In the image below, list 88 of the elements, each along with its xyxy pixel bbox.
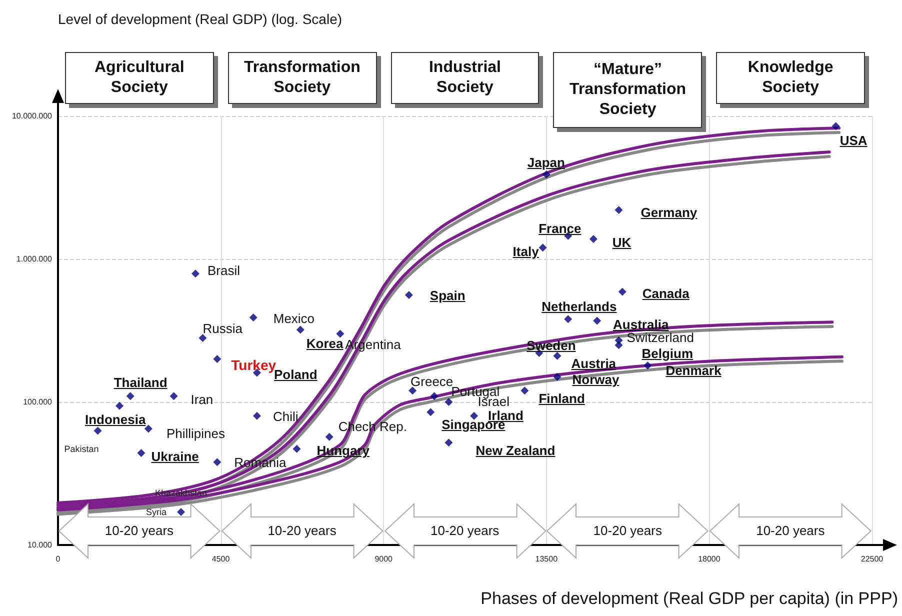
- y-tick-label: 1.000.000: [16, 254, 53, 264]
- point: [520, 386, 529, 395]
- annotation: Netherlands: [542, 298, 617, 314]
- annotation: Germany: [640, 204, 698, 220]
- annotation: Syria: [146, 506, 167, 517]
- point: [832, 122, 840, 130]
- annotation: France: [538, 221, 582, 236]
- point: [126, 392, 134, 400]
- point: [336, 330, 344, 338]
- annotation: 10-20 years: [268, 523, 336, 538]
- x-tick-label: 18000: [698, 554, 721, 564]
- point: [191, 270, 200, 278]
- annotation: Sweden: [526, 338, 576, 353]
- annotation: UK: [612, 235, 632, 250]
- point: [296, 326, 304, 334]
- point: [213, 458, 222, 466]
- annotation: Mexico: [273, 310, 315, 326]
- point: [444, 398, 453, 406]
- point: [177, 508, 186, 516]
- point: [589, 234, 598, 243]
- annotation: Norway: [572, 372, 620, 388]
- point: [644, 361, 652, 370]
- annotation: Switzerland: [626, 330, 694, 345]
- annotation: 10-20 years: [593, 523, 662, 538]
- annotation: Austria: [571, 356, 616, 372]
- point: [444, 438, 453, 447]
- y-tick-label: 10.000.000: [12, 112, 53, 120]
- point: [614, 341, 623, 350]
- annotation: 10-20 years: [756, 523, 825, 538]
- point: [249, 313, 258, 322]
- point: [564, 315, 572, 324]
- point: [408, 386, 417, 395]
- point: [94, 426, 102, 435]
- x-tick-label: 9000: [374, 554, 394, 564]
- point: [137, 448, 146, 457]
- annotation: “Mature” Transformation Society: [568, 60, 688, 120]
- annotation: Turkey: [231, 356, 276, 373]
- point: [553, 352, 562, 360]
- point: [252, 412, 261, 420]
- annotation: Chili: [272, 409, 298, 424]
- annotation: Russia: [202, 320, 242, 336]
- annotation: 10-20 years: [430, 523, 500, 538]
- annotation: Brasil: [207, 263, 240, 278]
- annotation: Greece: [410, 374, 454, 390]
- point: [553, 372, 562, 381]
- annotation: Korea: [306, 336, 344, 352]
- chart-title: Level of development (Real GDP) (log. Scale): [58, 11, 342, 27]
- point: [116, 402, 124, 410]
- annotation: Poland: [274, 367, 318, 382]
- annotation: USA: [840, 132, 868, 148]
- point: [170, 392, 178, 400]
- annotation: Phillipines: [166, 426, 225, 442]
- annotation: Spain: [430, 288, 466, 302]
- point: [325, 432, 334, 441]
- annotation: Indonesia: [85, 412, 146, 428]
- x-tick-label: 4500: [212, 554, 230, 564]
- y-tick-label: 10.000: [28, 540, 53, 550]
- x-axis-title: Phases of development (Real GDP per capita) (in PPP): [480, 589, 898, 608]
- point: [144, 424, 152, 433]
- annotation: Italy: [512, 244, 539, 260]
- annotation: New Zealand: [476, 443, 556, 458]
- point: [538, 244, 547, 252]
- annotation: Iran: [190, 392, 214, 407]
- point: [213, 354, 222, 363]
- point: [614, 206, 623, 214]
- point: [198, 334, 207, 342]
- point: [618, 288, 626, 296]
- annotation: Pakistan: [64, 444, 99, 454]
- point: [430, 392, 438, 400]
- annotation: 10-20 years: [104, 523, 174, 538]
- annotation: Australia: [613, 317, 669, 332]
- x-tick-label: 22500: [860, 554, 884, 564]
- x-tick-label: 13500: [535, 554, 558, 564]
- point: [542, 170, 550, 178]
- point: [404, 291, 413, 300]
- annotation: Canada: [642, 286, 690, 302]
- x-tick-label: 0: [56, 554, 61, 564]
- point: [593, 316, 602, 325]
- annotation: Belgium: [642, 346, 694, 361]
- y-tick-label: 100.000: [23, 398, 53, 406]
- annotation: Finland: [538, 391, 585, 406]
- point: [426, 408, 435, 416]
- annotation: Thailand: [114, 374, 168, 390]
- annotation: Denmark: [666, 362, 722, 378]
- annotation: Japan: [527, 154, 565, 170]
- annotation: Ukraine: [151, 449, 199, 464]
- point: [292, 444, 301, 453]
- point: [470, 412, 478, 420]
